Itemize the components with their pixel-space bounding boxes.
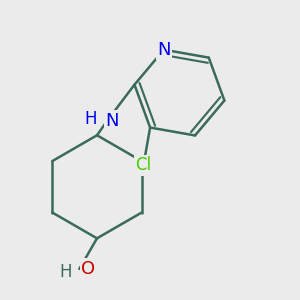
Text: N: N <box>157 41 171 59</box>
Text: O: O <box>81 260 95 278</box>
Text: N: N <box>105 112 119 130</box>
Text: Cl: Cl <box>135 156 152 174</box>
Text: H: H <box>60 263 72 281</box>
Text: H: H <box>85 110 98 128</box>
